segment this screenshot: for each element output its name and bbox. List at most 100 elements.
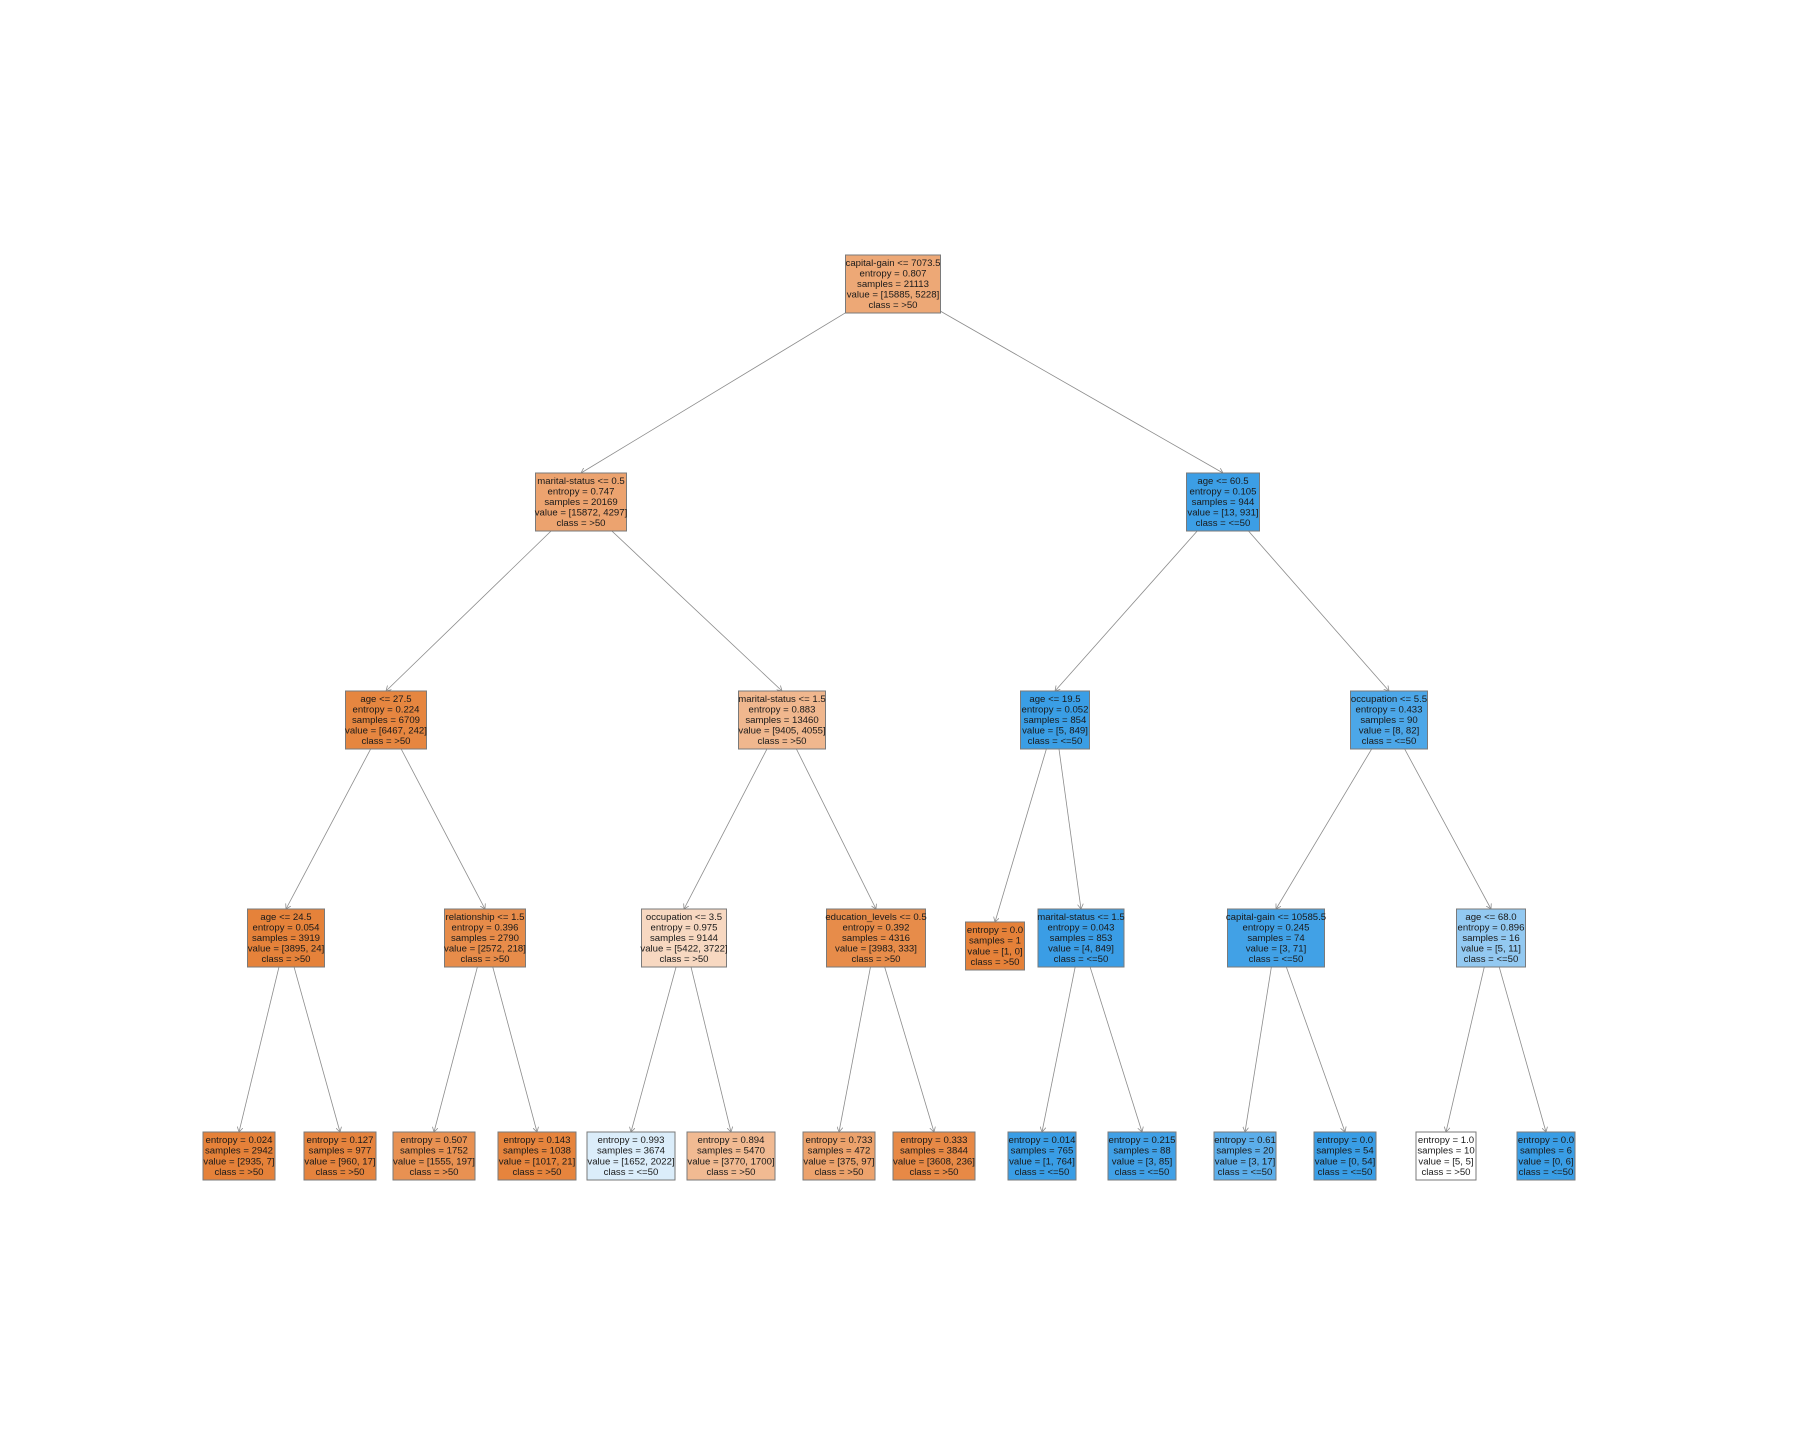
tree-node-line: samples = 16 bbox=[1462, 933, 1519, 944]
tree-node-line: age <= 24.5 bbox=[260, 912, 311, 923]
tree-node-line: value = [1017, 21] bbox=[499, 1156, 576, 1167]
tree-node-box bbox=[303, 1131, 377, 1181]
tree-node-line: value = [5422, 3722] bbox=[640, 944, 727, 955]
tree-node-line: class = <=50 bbox=[604, 1167, 659, 1178]
tree-node-line: samples = 2942 bbox=[205, 1146, 273, 1157]
tree-node-line: class = >50 bbox=[970, 957, 1019, 968]
tree-node-line: samples = 1752 bbox=[400, 1146, 468, 1157]
tree-node-line: value = [6467, 242] bbox=[345, 726, 427, 737]
tree-node-box bbox=[1313, 1131, 1377, 1181]
tree-node-line: value = [3, 17] bbox=[1215, 1156, 1276, 1167]
tree-node-line: samples = 74 bbox=[1247, 933, 1305, 944]
tree-node-line: age <= 68.0 bbox=[1465, 912, 1516, 923]
tree-node-box bbox=[1107, 1131, 1177, 1181]
tree-edge-n8-n18 bbox=[484, 937, 537, 1132]
tree-node-line: samples = 3674 bbox=[597, 1146, 666, 1157]
tree-node-line: class = >50 bbox=[556, 518, 605, 529]
tree-node-box bbox=[1213, 1131, 1277, 1181]
tree-edge-n12-n23 bbox=[1042, 937, 1082, 1132]
tree-node-box bbox=[892, 1131, 976, 1181]
tree-node-line: value = [2935, 7] bbox=[203, 1156, 274, 1167]
tree-node-line: value = [2572, 218] bbox=[444, 944, 526, 955]
tree-node-line: entropy = 0.733 bbox=[806, 1135, 873, 1146]
tree-node-line: class = >50 bbox=[851, 954, 900, 965]
tree-node-line: samples = 853 bbox=[1050, 933, 1113, 944]
tree-node-box bbox=[1037, 908, 1125, 968]
tree-node-line: samples = 854 bbox=[1024, 715, 1087, 726]
tree-node-line: entropy = 0.043 bbox=[1048, 922, 1115, 933]
tree-node-line: capital-gain <= 10585.5 bbox=[1226, 912, 1326, 923]
tree-edge-n0-n2 bbox=[892, 283, 1223, 473]
tree-node-box bbox=[1516, 1131, 1576, 1181]
tree-node-box bbox=[802, 1131, 876, 1181]
tree-node-line: samples = 21113 bbox=[857, 279, 929, 290]
tree-edge-n2-n6 bbox=[1222, 501, 1389, 691]
tree-node-line: value = [5, 11] bbox=[1461, 944, 1521, 955]
tree-node-line: marital-status <= 1.5 bbox=[1037, 912, 1124, 923]
tree-node-line: samples = 977 bbox=[309, 1146, 372, 1157]
tree-node-line: value = [960, 17] bbox=[304, 1156, 375, 1167]
tree-node-line: value = [3, 85] bbox=[1112, 1156, 1173, 1167]
tree-node-box bbox=[1227, 908, 1325, 968]
tree-node-line: value = [15885, 5228] bbox=[847, 290, 940, 301]
tree-node-line: value = [4, 849] bbox=[1048, 944, 1114, 955]
tree-node-line: value = [0, 54] bbox=[1315, 1156, 1376, 1167]
tree-edge-n3-n8 bbox=[385, 719, 485, 909]
tree-node-box bbox=[535, 472, 627, 532]
tree-node-line: value = [3895, 24] bbox=[248, 944, 325, 955]
tree-edge-n6-n13 bbox=[1276, 719, 1390, 909]
tree-node-box bbox=[965, 921, 1025, 971]
tree-node-line: value = [5, 849] bbox=[1022, 726, 1088, 737]
tree-edge-n6-n14 bbox=[1388, 719, 1491, 909]
tree-node-line: value = [3, 71] bbox=[1246, 944, 1307, 955]
tree-node-box bbox=[1456, 908, 1526, 968]
tree-node-line: entropy = 0.052 bbox=[1022, 704, 1089, 715]
tree-node-box bbox=[444, 908, 526, 968]
tree-node-line: entropy = 0.054 bbox=[253, 922, 321, 933]
tree-node-box bbox=[247, 908, 325, 968]
tree-node-line: samples = 765 bbox=[1011, 1146, 1074, 1157]
tree-node-line: class = >50 bbox=[909, 1167, 958, 1178]
tree-edge-n13-n26 bbox=[1275, 937, 1345, 1132]
tree-node-line: samples = 88 bbox=[1113, 1146, 1170, 1157]
tree-edge-n7-n16 bbox=[285, 937, 340, 1132]
tree-edge-n7-n15 bbox=[239, 937, 287, 1132]
tree-node-line: entropy = 0.807 bbox=[860, 268, 927, 279]
tree-node-line: class = <=50 bbox=[1249, 954, 1304, 965]
tree-node-line: value = [9405, 4055] bbox=[738, 726, 825, 737]
tree-node-line: value = [375, 97] bbox=[803, 1156, 874, 1167]
tree-edge-n2-n5 bbox=[1055, 501, 1224, 691]
tree-node-line: entropy = 0.975 bbox=[651, 922, 718, 933]
tree-node-line: education_levels <= 0.5 bbox=[825, 912, 926, 923]
tree-node-line: marital-status <= 1.5 bbox=[738, 694, 825, 705]
tree-node-line: entropy = 0.61 bbox=[1214, 1135, 1276, 1146]
tree-node-line: class = >50 bbox=[460, 954, 509, 965]
tree-node-line: class = >50 bbox=[361, 736, 410, 747]
tree-node-line: class = >50 bbox=[409, 1167, 458, 1178]
tree-edge-n9-n19 bbox=[631, 937, 685, 1132]
tree-node-line: entropy = 0.433 bbox=[1356, 704, 1423, 715]
tree-node-line: entropy = 0.396 bbox=[452, 922, 519, 933]
tree-node-line: class = >50 bbox=[814, 1167, 863, 1178]
tree-node-line: class = <=50 bbox=[1054, 954, 1109, 965]
tree-node-line: class = <=50 bbox=[1464, 954, 1519, 965]
tree-node-line: value = [1555, 197] bbox=[393, 1156, 475, 1167]
tree-node-line: class = >50 bbox=[512, 1167, 561, 1178]
tree-edge-n0-n1 bbox=[581, 283, 894, 473]
tree-edge-n10-n22 bbox=[875, 937, 934, 1132]
tree-node-line: occupation <= 3.5 bbox=[646, 912, 722, 923]
tree-edge-n4-n10 bbox=[781, 719, 876, 909]
tree-node-line: class = >50 bbox=[868, 300, 917, 311]
tree-node-line: occupation <= 5.5 bbox=[1351, 694, 1427, 705]
